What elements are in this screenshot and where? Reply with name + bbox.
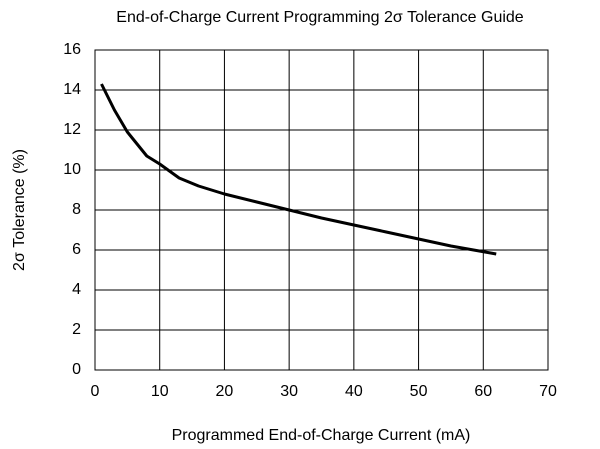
x-tick-label: 60 <box>474 383 492 400</box>
x-tick-label: 20 <box>216 383 234 400</box>
y-tick-label: 12 <box>63 121 81 138</box>
chart-title: End-of-Charge Current Programming 2σ Tol… <box>116 9 524 26</box>
y-tick-label: 0 <box>72 361 81 378</box>
y-tick-label: 16 <box>63 41 81 58</box>
x-axis-label: Programmed End-of-Charge Current (mA) <box>172 427 471 444</box>
y-axis-label: 2σ Tolerance (%) <box>11 149 28 271</box>
x-tick-label: 40 <box>345 383 363 400</box>
y-tick-label: 2 <box>72 321 81 338</box>
y-tick-label: 4 <box>72 281 81 298</box>
y-tick-label: 14 <box>63 81 81 98</box>
x-tick-label: 30 <box>280 383 298 400</box>
plot-frame <box>94 49 549 371</box>
x-tick-label: 0 <box>91 383 100 400</box>
x-tick-label: 10 <box>151 383 169 400</box>
line-series <box>100 83 497 256</box>
x-tick-label: 70 <box>539 383 557 400</box>
x-tick-label: 50 <box>410 383 428 400</box>
y-tick-label: 10 <box>63 161 81 178</box>
y-tick-label: 8 <box>72 201 81 218</box>
y-tick-label: 6 <box>72 241 81 258</box>
